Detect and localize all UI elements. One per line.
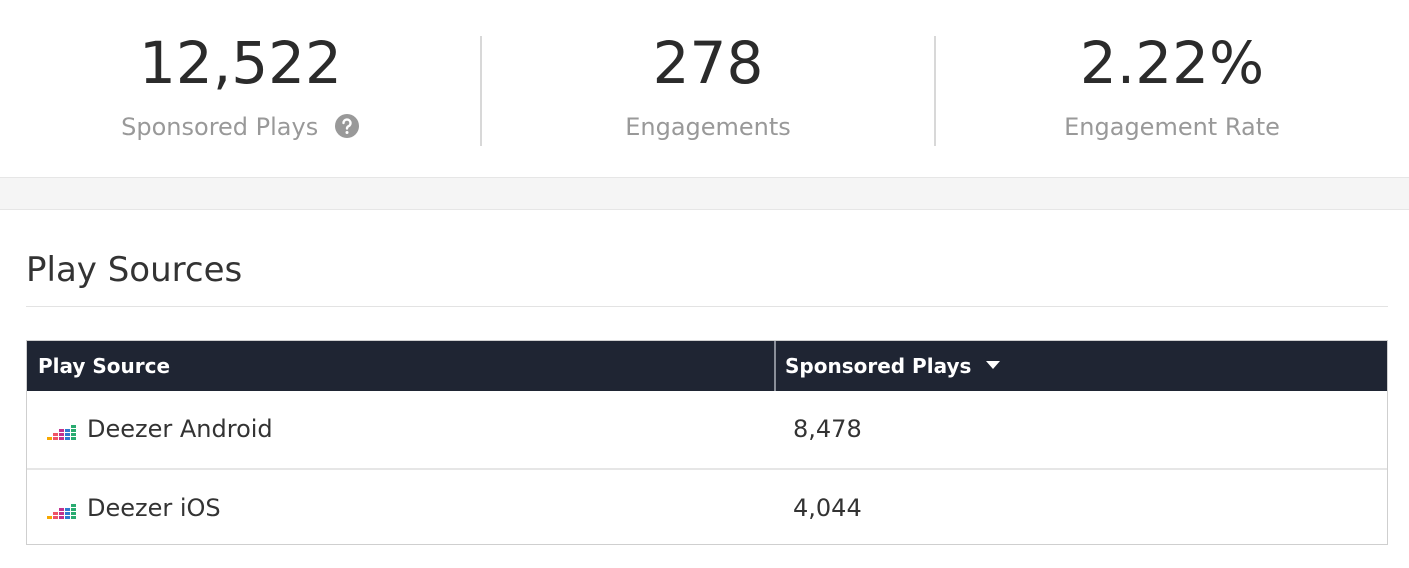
stat: 2.22% Engagement Rate xyxy=(935,0,1409,177)
cell: 4,044 xyxy=(793,494,862,522)
stat-value: 278 xyxy=(652,29,764,97)
stats-row: 12,522 Sponsored Plays 278 Engagements 2… xyxy=(0,0,1409,177)
cell: Deezer Android xyxy=(47,391,273,467)
stat-label: Sponsored Plays xyxy=(0,110,481,144)
stat-label: Engagement Rate xyxy=(1064,113,1280,141)
source-name: Deezer Android xyxy=(87,415,273,443)
source-name: Deezer iOS xyxy=(87,494,221,522)
stat-label: Engagements xyxy=(625,113,791,141)
column-header[interactable]: Play Source xyxy=(38,354,171,378)
column-divider xyxy=(774,341,776,391)
stat: 12,522 Sponsored Plays xyxy=(0,0,481,177)
stat-value: 2.22% xyxy=(1079,29,1265,97)
column-header[interactable]: Sponsored Plays xyxy=(785,341,1001,391)
table-row: Deezer iOS 4,044 xyxy=(27,468,1387,546)
table: Play Source Sponsored Plays Deezer Andro… xyxy=(26,340,1388,545)
column-header-text: Sponsored Plays xyxy=(785,354,972,378)
deezer-icon xyxy=(47,425,76,440)
help-icon[interactable] xyxy=(334,113,360,139)
divider xyxy=(480,36,482,146)
cell: 8,478 xyxy=(793,415,862,443)
table-header: Play Source Sponsored Plays xyxy=(27,341,1387,391)
sort-arrow xyxy=(986,361,1001,369)
section-title: Play Sources xyxy=(26,250,243,290)
rule xyxy=(26,306,1388,307)
separator-band xyxy=(0,177,1409,210)
table-row: Deezer Android 8,478 xyxy=(27,391,1387,467)
stat-value: 12,522 xyxy=(139,29,342,97)
stat-label-text: Sponsored Plays xyxy=(121,113,319,141)
divider xyxy=(934,36,936,146)
cell: Deezer iOS xyxy=(47,470,221,546)
stat: 278 Engagements xyxy=(481,0,935,177)
deezer-icon xyxy=(47,504,76,519)
